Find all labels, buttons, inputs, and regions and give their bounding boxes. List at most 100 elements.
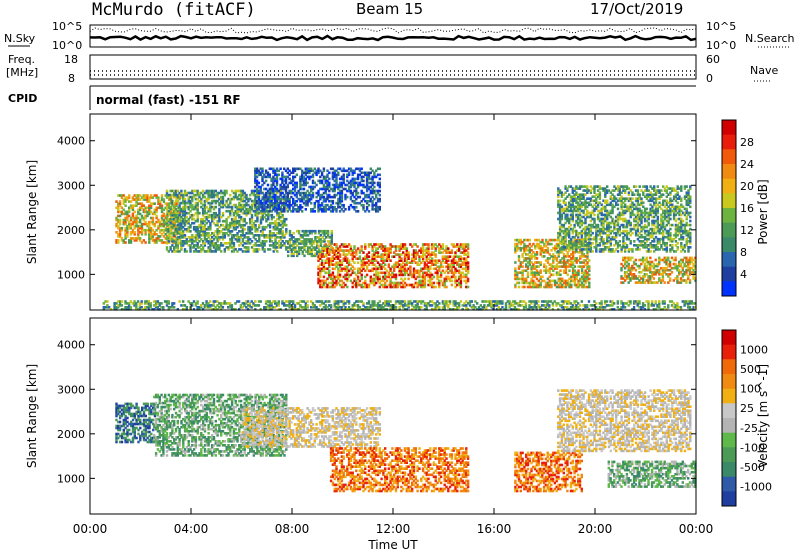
heatmap-cell xyxy=(429,255,432,258)
heatmap-cell xyxy=(214,189,217,193)
heatmap-cell xyxy=(277,203,280,207)
heatmap-cell xyxy=(232,203,236,207)
heatmap-cell xyxy=(218,230,221,233)
heatmap-cell xyxy=(367,283,371,287)
heatmap-cell xyxy=(277,217,281,221)
heatmap-cell xyxy=(319,181,322,185)
heatmap-cell xyxy=(407,273,410,277)
heatmap-cell xyxy=(402,265,405,269)
heatmap-cell xyxy=(573,223,576,227)
heatmap-cell xyxy=(183,223,187,227)
heatmap-cell xyxy=(627,187,631,190)
heatmap-cell xyxy=(117,220,120,224)
heatmap-cell xyxy=(457,269,461,273)
heatmap-cell xyxy=(620,223,623,227)
heatmap-cell xyxy=(155,239,158,242)
heatmap-cell xyxy=(249,211,252,215)
heatmap-cell xyxy=(285,191,288,195)
heatmap-cell xyxy=(313,167,316,171)
heatmap-cell xyxy=(396,263,399,266)
heatmap-cell xyxy=(378,185,381,189)
heatmap-cell xyxy=(221,213,225,217)
heatmap-cell xyxy=(575,273,578,277)
heatmap-cell xyxy=(557,253,560,256)
heatmap-cell xyxy=(534,253,537,256)
heatmap-cell xyxy=(140,241,144,244)
heatmap-cell xyxy=(438,259,441,262)
heatmap-cell xyxy=(351,179,354,183)
heatmap-cell xyxy=(525,257,528,260)
heatmap-cell xyxy=(171,234,174,237)
heatmap-cell xyxy=(279,244,283,247)
heatmap-cell xyxy=(220,215,223,219)
heatmap-cell xyxy=(171,201,174,205)
heatmap-cell xyxy=(541,275,544,279)
heatmap-cell xyxy=(466,269,470,273)
heatmap-cell xyxy=(320,203,324,207)
heatmap-cell xyxy=(344,283,347,287)
heatmap-cell xyxy=(537,244,540,248)
heatmap-cell xyxy=(580,193,583,196)
heatmap-cell xyxy=(571,235,574,239)
heatmap-cell xyxy=(285,197,288,201)
heatmap-cell xyxy=(151,212,155,216)
heatmap-cell xyxy=(459,279,463,283)
heatmap-cell xyxy=(239,203,243,207)
heatmap-cell xyxy=(268,240,272,243)
heatmap-cell xyxy=(441,243,445,246)
heatmap-cell xyxy=(398,271,401,275)
heatmap-cell xyxy=(279,167,282,171)
heatmap-cell xyxy=(463,247,466,250)
heatmap-cell xyxy=(285,228,288,231)
heatmap-cell xyxy=(393,285,396,289)
heatmap-cell xyxy=(326,195,329,199)
heatmap-cell xyxy=(456,263,459,266)
heatmap-cell xyxy=(416,263,419,266)
heatmap-cell xyxy=(310,208,313,211)
heatmap-cell xyxy=(320,179,324,183)
heatmap-cell xyxy=(194,244,198,247)
heatmap-cell xyxy=(178,193,181,197)
heatmap-cell xyxy=(274,195,277,199)
heatmap-cell xyxy=(261,211,264,215)
heatmap-cell xyxy=(358,167,362,171)
heatmap-cell xyxy=(578,240,582,243)
heatmap-cell xyxy=(326,240,330,243)
heatmap-cell xyxy=(149,228,153,232)
heatmap-cell xyxy=(559,269,562,272)
heatmap-cell xyxy=(347,167,351,171)
heatmap-cell xyxy=(256,240,259,243)
heatmap-cell xyxy=(326,283,329,287)
heatmap-cell xyxy=(322,265,326,269)
heatmap-cell xyxy=(443,283,446,287)
heatmap-cell xyxy=(314,252,317,256)
heatmap-cell xyxy=(149,204,153,207)
heatmap-cell xyxy=(338,195,342,199)
heatmap-cell xyxy=(261,217,264,221)
heatmap-cell xyxy=(575,199,578,203)
heatmap-cell xyxy=(461,245,464,248)
heatmap-cell xyxy=(568,259,571,262)
heatmap-cell xyxy=(263,195,266,199)
heatmap-cell xyxy=(257,208,261,211)
heatmap-cell xyxy=(353,201,356,205)
heatmap-cell xyxy=(355,205,358,209)
heatmap-cell xyxy=(557,201,560,205)
heatmap-cell xyxy=(618,185,621,188)
heatmap-cell xyxy=(283,208,286,211)
heatmap-cell xyxy=(285,223,288,227)
heatmap-cell xyxy=(356,271,360,275)
heatmap-cell xyxy=(247,242,250,245)
heatmap-cell xyxy=(548,271,551,274)
heatmap-cell xyxy=(275,169,279,173)
heatmap-cell xyxy=(523,251,526,254)
heatmap-cell xyxy=(457,277,461,281)
heatmap-cell xyxy=(263,228,266,231)
heatmap-cell xyxy=(541,240,544,244)
heatmap-cell xyxy=(589,237,593,241)
heatmap-cell xyxy=(306,246,310,249)
heatmap-cell xyxy=(275,199,279,203)
heatmap-cell xyxy=(586,277,589,281)
heatmap-cell xyxy=(148,200,151,203)
heatmap-cell xyxy=(263,201,266,205)
